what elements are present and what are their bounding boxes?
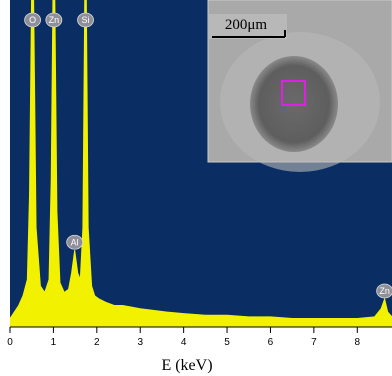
peak-label: Si [78,13,94,27]
peak-label: Zn [46,13,62,27]
x-tick-label: 5 [224,337,230,348]
peak-text: O [29,15,36,25]
x-tick-label: 6 [268,337,274,348]
x-tick-label: 2 [94,337,100,348]
inset-image: 200μm [208,0,392,172]
peak-text: Zn [379,286,390,296]
x-tick-label: 4 [181,337,187,348]
scale-label: 200μm [225,17,268,33]
peak-text: Al [71,237,79,247]
peak-text: Si [82,15,90,25]
peak-label: Zn [377,284,392,298]
peak-label: Al [67,235,83,249]
x-tick-label: 7 [311,337,317,348]
peak-label: O [25,13,41,27]
x-tick-label: 8 [354,337,360,348]
x-tick-label: 1 [51,337,57,348]
x-tick-label: 3 [137,337,143,348]
x-axis-label: E (keV) [161,357,212,374]
chart: E (keV) 200μm 0 1 2 3 4 5 6 7 8 O Zn Al Si Zn [0,0,392,376]
x-tick-label: 0 [7,337,13,348]
peak-text: Zn [49,15,60,25]
